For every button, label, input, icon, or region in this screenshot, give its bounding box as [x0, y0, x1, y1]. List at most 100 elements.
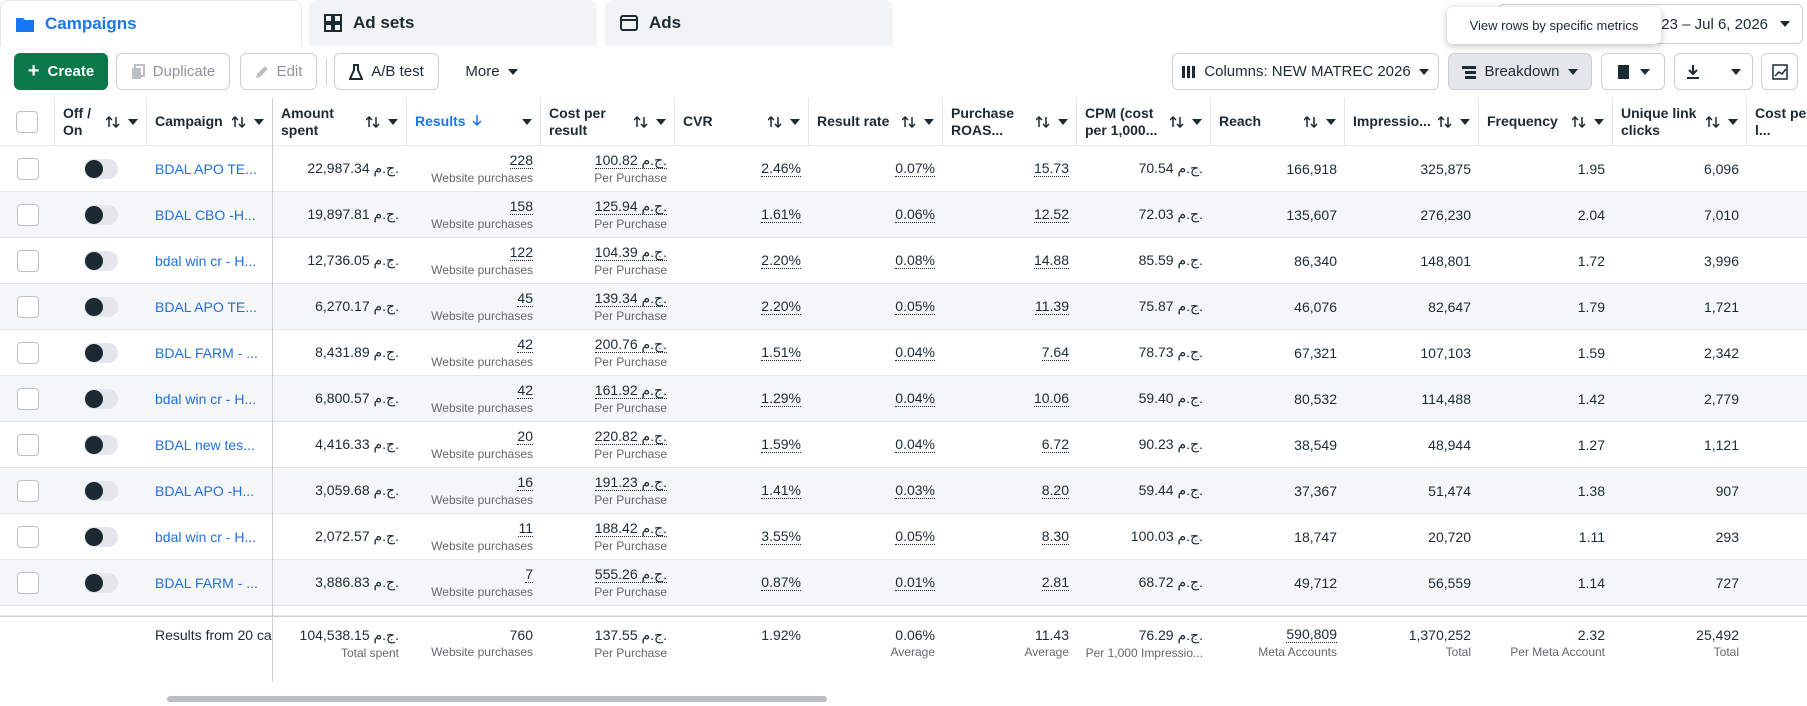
impressions: 51,474	[1428, 482, 1471, 499]
cost-per-result: 200.76 ج.م.	[594, 335, 667, 353]
campaign[interactable]: BDAL APO -H...	[155, 482, 255, 499]
checkbox[interactable]	[16, 433, 39, 456]
cvr: 1.59%	[761, 435, 801, 453]
totals-cell: 590,809 Meta Accounts	[1211, 617, 1345, 680]
toggle[interactable]	[84, 480, 118, 501]
checkbox-cell	[0, 284, 55, 329]
checkbox[interactable]	[16, 387, 39, 410]
campaign-cell: bdal win cr - H...	[147, 376, 273, 421]
sort-icons	[522, 118, 532, 125]
reach-cell: 37,367	[1211, 468, 1345, 513]
column-header[interactable]: CPM (cost per 1,000...	[1077, 98, 1211, 145]
button-label: Duplicate	[152, 63, 216, 80]
campaign[interactable]: bdal win cr - H...	[155, 528, 257, 545]
cost-per-result: 220.82 ج.م.	[594, 427, 667, 445]
column-header[interactable]: Purchase ROAS...	[943, 98, 1077, 145]
toggle[interactable]	[84, 204, 118, 225]
chart-button[interactable]	[1761, 53, 1798, 90]
cvr: 3.55%	[761, 527, 801, 545]
frequency-cell: 1.72	[1479, 238, 1613, 283]
total-label: Per 1,000 Impressio...	[1085, 646, 1203, 660]
campaign[interactable]: BDAL CBO -H...	[155, 206, 256, 223]
reports-button[interactable]	[1601, 53, 1665, 90]
cvr: 1.29%	[761, 389, 801, 407]
column-header[interactable]: Unique link clicks	[1613, 98, 1747, 145]
campaign[interactable]: BDAL APO TE...	[155, 160, 257, 177]
cvr: 1.41%	[761, 481, 801, 499]
breakdown-button[interactable]: Breakdown	[1448, 53, 1592, 90]
checkbox[interactable]	[16, 110, 38, 133]
checkbox[interactable]	[16, 571, 39, 594]
campaign[interactable]: bdal win cr - H...	[155, 252, 257, 269]
toggle[interactable]	[84, 572, 118, 593]
cpm: 78.73 ج.م.	[1138, 344, 1203, 360]
column-header[interactable]: Cost per result	[541, 98, 675, 145]
campaign-cell: BDAL CBO -H...	[147, 192, 273, 237]
unique-link-clicks-cell: 2,779	[1613, 376, 1747, 421]
tab-adsets[interactable]: Ad sets	[309, 0, 597, 46]
toggle[interactable]	[84, 250, 118, 271]
header-label: Unique link clicks	[1621, 104, 1697, 138]
cpm: 59.44 ج.م.	[1138, 482, 1203, 498]
column-header[interactable]: Frequency	[1479, 98, 1613, 145]
cost-per-result: 139.34 ج.م.	[594, 289, 667, 307]
reach-cell: 49,712	[1211, 560, 1345, 605]
column-header[interactable]: Result rate	[809, 98, 943, 145]
cost-per-result: 104.39 ج.م.	[594, 243, 667, 261]
tab-campaigns[interactable]: Campaigns	[0, 0, 302, 46]
cvr-cell: 1.51%	[675, 330, 809, 375]
scrollbar-thumb[interactable]	[167, 696, 827, 702]
ab-test-button[interactable]: A/B test	[334, 53, 439, 90]
tab-ads[interactable]: Ads	[605, 0, 893, 46]
total-label: Website purchases	[431, 645, 533, 659]
column-header[interactable]: Campaign	[147, 98, 273, 145]
purchase-roas: 11.39	[1035, 297, 1069, 315]
cost-per-result: 188.42 ج.م.	[594, 519, 667, 537]
purchase-roas: 2.81	[1041, 573, 1069, 591]
caret	[656, 118, 666, 125]
column-header[interactable]: Reach	[1211, 98, 1345, 145]
purchase-roas: 14.88	[1033, 251, 1069, 269]
checkbox[interactable]	[16, 203, 39, 226]
column-header[interactable]: CVR	[675, 98, 809, 145]
results: 42	[517, 381, 533, 399]
impressions: 114,488	[1421, 390, 1471, 407]
columns-button[interactable]: Columns: NEW MATREC 2026	[1172, 53, 1439, 90]
export-button[interactable]	[1674, 53, 1753, 90]
campaign[interactable]: bdal win cr - H...	[155, 390, 257, 407]
column-header[interactable]: Amount spent	[273, 98, 407, 145]
edit-button[interactable]: Edit	[240, 53, 317, 90]
create-button[interactable]: + Create	[14, 53, 108, 90]
column-header[interactable]: Off / On	[55, 98, 147, 145]
checkbox-cell	[0, 146, 55, 191]
campaign[interactable]: BDAL APO TE...	[155, 298, 257, 315]
checkbox[interactable]	[16, 249, 39, 272]
checkbox[interactable]	[16, 295, 39, 318]
campaign[interactable]: BDAL FARM - ...	[155, 574, 258, 591]
results-label: Website purchases	[431, 538, 533, 553]
frequency-cell: 1.59	[1479, 330, 1613, 375]
more-button[interactable]: More	[453, 53, 530, 90]
checkbox[interactable]	[16, 157, 39, 180]
frequency: 1.14	[1577, 574, 1605, 591]
toggle[interactable]	[84, 434, 118, 455]
column-header[interactable]: Impressio...	[1345, 98, 1479, 145]
column-header[interactable]: Results	[407, 98, 541, 145]
checkbox[interactable]	[16, 479, 39, 502]
campaign[interactable]: BDAL new tes...	[155, 436, 255, 453]
amount-spent-cell: 19,897.81 ج.م.	[273, 192, 407, 237]
duplicate-button[interactable]: Duplicate	[116, 53, 230, 90]
toggle[interactable]	[84, 158, 118, 179]
checkbox[interactable]	[16, 525, 39, 548]
campaign[interactable]: BDAL FARM - ...	[155, 344, 258, 361]
campaign-cell: BDAL APO -H...	[147, 468, 273, 513]
toggle[interactable]	[84, 342, 118, 363]
toggle[interactable]	[84, 296, 118, 317]
cost-per-result-cell: 104.39 ج.م. Per Purchase	[541, 238, 675, 283]
toggle[interactable]	[84, 526, 118, 547]
caret	[1460, 118, 1470, 125]
toggle[interactable]	[84, 388, 118, 409]
result-rate-cell: 0.03%	[809, 468, 943, 513]
checkbox[interactable]	[16, 341, 39, 364]
column-header[interactable]: Cost per unique l...	[1747, 98, 1807, 145]
